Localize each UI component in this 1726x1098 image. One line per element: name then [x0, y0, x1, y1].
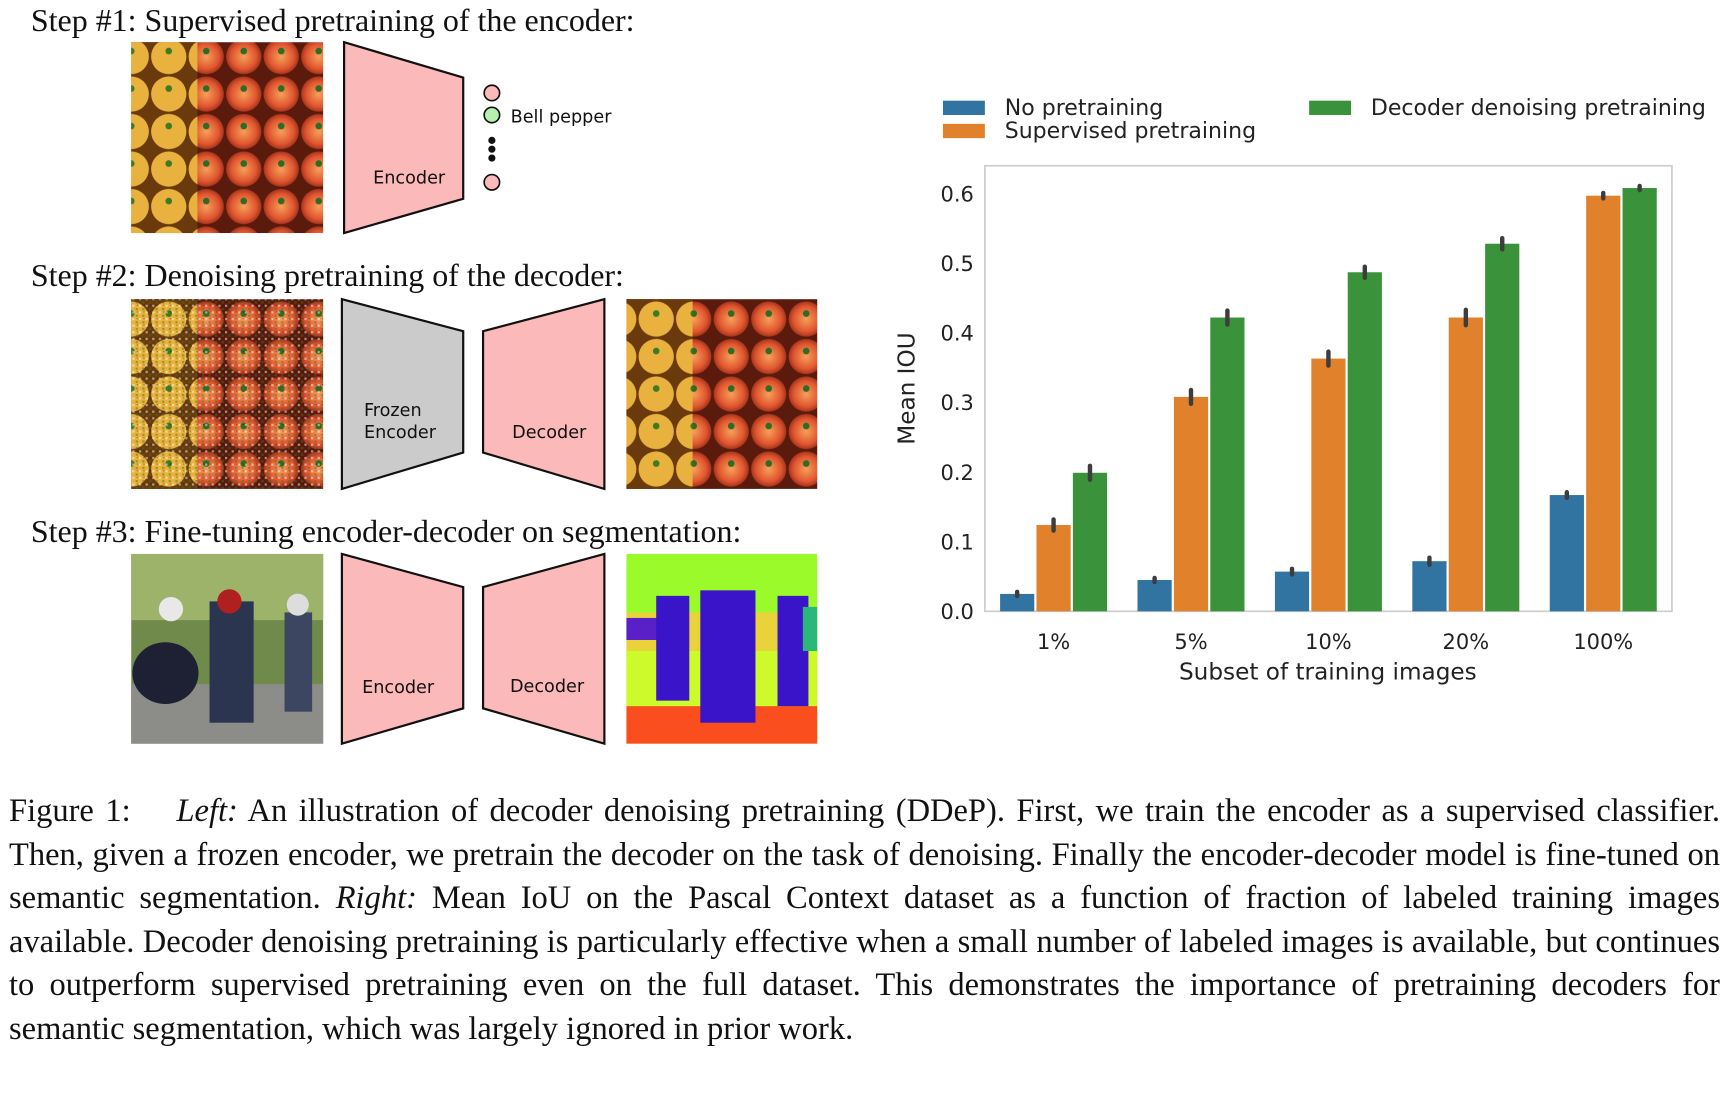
- scene-image: [131, 553, 324, 744]
- bar: [1549, 495, 1584, 612]
- block-label: Encoder: [364, 423, 437, 443]
- bar: [1036, 524, 1071, 612]
- caption-label: Figure 1:: [9, 793, 131, 829]
- caption-right-text: Mean IoU on the Pascal Context dataset a…: [9, 880, 1720, 1047]
- y-tick-label: 0.2: [941, 461, 974, 485]
- bar: [1072, 472, 1108, 612]
- block-label: Decoder: [512, 423, 587, 443]
- encoder-block: [340, 552, 465, 746]
- y-tick-label: 0.1: [941, 530, 974, 554]
- legend-label: Decoder denoising pretraining: [1371, 96, 1706, 121]
- clean-image: [626, 299, 818, 489]
- step-title: Step #2: Denoising pretraining of the de…: [31, 258, 624, 293]
- y-tick-label: 0.5: [941, 252, 974, 276]
- legend-label: No pretraining: [1005, 96, 1164, 121]
- caption-right-label: Right:: [335, 880, 417, 917]
- block-label: Frozen: [364, 401, 422, 421]
- y-tick-label: 0.4: [941, 322, 974, 346]
- x-tick-label: 100%: [1573, 630, 1633, 654]
- x-axis-label: Subset of training images: [1179, 660, 1477, 686]
- bar: [1586, 195, 1621, 612]
- frozen-encoder-block: [340, 297, 465, 491]
- decoder-block: [481, 297, 606, 491]
- y-tick-label: 0.3: [941, 391, 974, 415]
- block-label: Encoder: [362, 678, 435, 698]
- noisy-image: [131, 299, 324, 489]
- bar: [1412, 561, 1447, 612]
- legend-swatch: [942, 100, 985, 116]
- legend-swatch: [1309, 100, 1352, 116]
- y-tick-label: 0.0: [941, 600, 974, 624]
- caption-left-label: Left:: [176, 793, 238, 829]
- bar: [1448, 317, 1483, 612]
- step-title: Step #3: Fine-tuning encoder-decoder on …: [31, 514, 741, 549]
- x-tick-label: 10%: [1305, 630, 1352, 654]
- legend-label: Supervised pretraining: [1005, 119, 1256, 144]
- bar: [1173, 396, 1209, 612]
- caption-left-text: An illustration of decoder denoising pre…: [9, 793, 1720, 917]
- bar: [1622, 188, 1657, 612]
- bar: [1000, 593, 1035, 612]
- block-label: Encoder: [373, 168, 446, 188]
- x-tick-label: 20%: [1443, 630, 1490, 654]
- class-label: Bell pepper: [511, 108, 613, 128]
- step-title: Step #1: Supervised pretraining of the e…: [31, 3, 635, 38]
- bar: [1311, 358, 1346, 612]
- encoder-block: [342, 40, 465, 235]
- bar: [1137, 579, 1172, 612]
- x-tick-label: 1%: [1037, 630, 1070, 654]
- legend-swatch: [942, 123, 985, 139]
- bar: [1485, 243, 1520, 612]
- bar: [1210, 317, 1245, 612]
- y-tick-label: 0.6: [941, 182, 974, 206]
- x-tick-label: 5%: [1174, 630, 1207, 654]
- chart: Subset of training images Mean IOU 0.0 0.…: [894, 96, 1706, 686]
- caption: Figure 1: Left: An illustration of decod…: [9, 790, 1720, 1052]
- bar: [1347, 272, 1382, 612]
- segmentation-map: [626, 553, 818, 744]
- decoder-block: [481, 552, 606, 746]
- bar: [1274, 571, 1310, 612]
- y-axis-label: Mean IOU: [894, 332, 920, 444]
- block-label: Decoder: [510, 677, 585, 697]
- output-nodes: [483, 84, 501, 191]
- input-image: [131, 42, 324, 234]
